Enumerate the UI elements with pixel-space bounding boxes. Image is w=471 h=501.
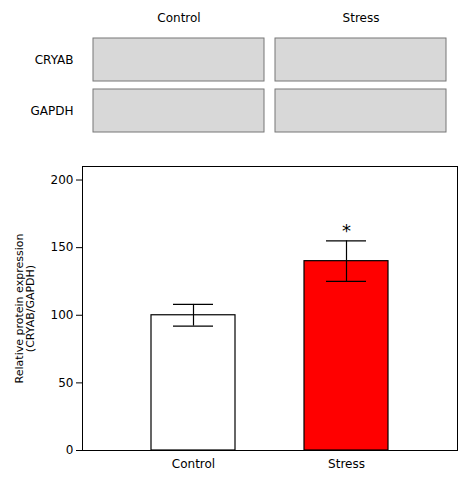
svg-text:Stress: Stress bbox=[328, 457, 365, 471]
svg-text:CRYAB: CRYAB bbox=[35, 53, 74, 67]
svg-text:100: 100 bbox=[51, 308, 74, 322]
svg-text:Relative protein expression(CR: Relative protein expression(CRYAB/GAPDH) bbox=[13, 234, 37, 384]
svg-text:Stress: Stress bbox=[343, 11, 380, 25]
svg-text:150: 150 bbox=[51, 240, 74, 254]
svg-text:200: 200 bbox=[51, 173, 74, 187]
svg-text:50: 50 bbox=[58, 376, 73, 390]
svg-text:GAPDH: GAPDH bbox=[30, 104, 73, 118]
svg-text:*: * bbox=[342, 220, 351, 241]
svg-text:0: 0 bbox=[66, 443, 74, 457]
svg-text:Control: Control bbox=[157, 11, 200, 25]
svg-text:Control: Control bbox=[172, 457, 215, 471]
